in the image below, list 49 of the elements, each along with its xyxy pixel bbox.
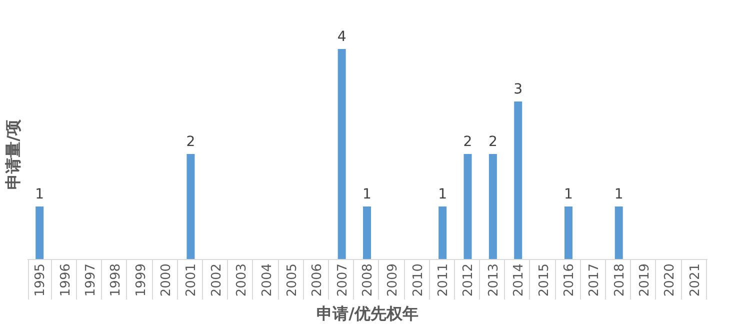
x-tick-label: 1997 (83, 264, 98, 297)
x-tick-label: 2009 (386, 264, 401, 297)
bar (614, 206, 623, 259)
bar (438, 206, 447, 259)
data-label: 2 (186, 134, 196, 150)
x-tick-label: 2021 (688, 264, 703, 297)
x-tick-label: 2006 (310, 264, 326, 297)
x-tick-label: 1998 (108, 264, 124, 297)
x-tick-label: 1995 (33, 264, 48, 297)
data-label: 2 (488, 134, 498, 150)
x-tick-label: 2000 (159, 264, 174, 297)
x-tick-label: 2004 (260, 264, 275, 297)
x-tick-label: 1996 (58, 264, 74, 297)
bar (186, 154, 195, 259)
x-tick-label: 2005 (284, 264, 300, 297)
bar (363, 206, 371, 259)
data-label: 1 (362, 186, 372, 202)
x-tick-label: 2001 (184, 264, 200, 297)
x-tick-label: 2015 (536, 264, 552, 297)
data-label: 1 (614, 186, 624, 202)
bar (488, 154, 497, 259)
x-tick-label: 2010 (410, 264, 426, 297)
data-label: 3 (514, 82, 523, 98)
data-label: 1 (35, 186, 44, 202)
x-tick-label: 2018 (612, 264, 628, 297)
y-axis-title: 申请量/项 (4, 118, 22, 190)
x-tick-label: 2014 (512, 264, 527, 297)
bar (514, 102, 522, 259)
data-label: 2 (463, 134, 472, 150)
bar (338, 49, 346, 259)
x-tick-label: 2008 (360, 264, 376, 297)
x-tick-label: 2011 (436, 264, 452, 297)
x-tick-label: 1999 (134, 264, 149, 297)
x-tick-label: 2003 (234, 264, 250, 297)
data-label: 4 (337, 29, 346, 45)
x-tick-label: 2013 (486, 264, 502, 297)
x-tick-label: 2020 (662, 264, 678, 297)
x-tick-label: 2016 (562, 264, 577, 297)
x-axis-title: 申请/优先权年 (316, 304, 418, 323)
x-tick-label: 2012 (461, 264, 476, 297)
x-tick-label: 2007 (335, 264, 350, 297)
bar (36, 206, 44, 259)
x-tick-label: 2017 (587, 264, 602, 297)
bar (564, 206, 572, 259)
data-label: 1 (564, 186, 573, 202)
x-tick-label: 2002 (209, 264, 224, 297)
x-tick-label: 2019 (638, 264, 653, 297)
data-label: 1 (438, 186, 448, 202)
bar (464, 154, 472, 259)
